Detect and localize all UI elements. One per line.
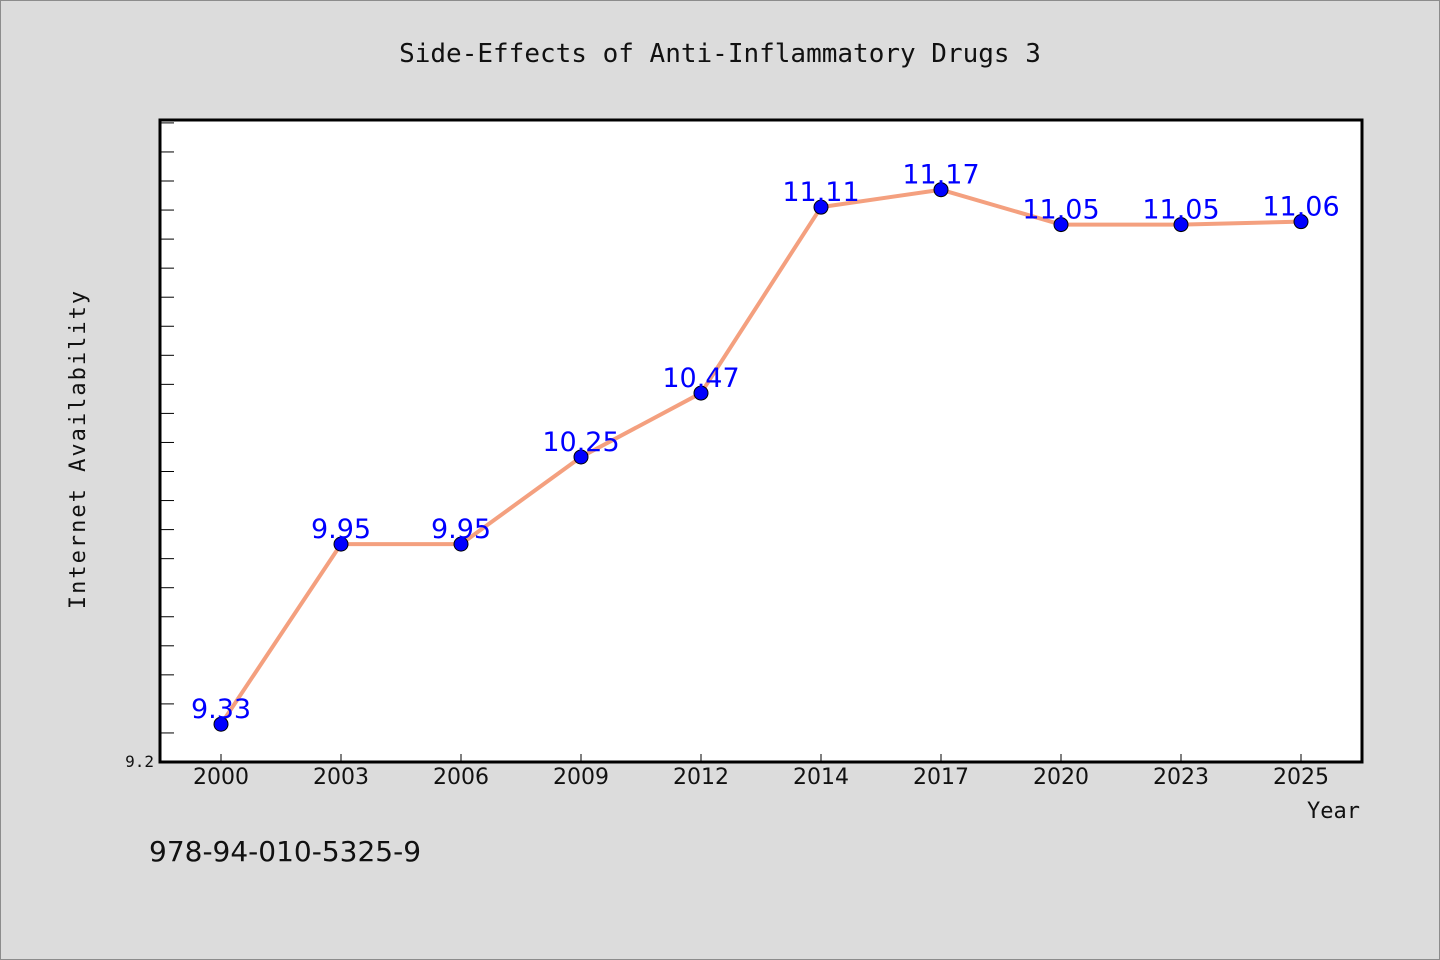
data-point — [933, 182, 949, 198]
data-label: 11.06 — [1262, 192, 1339, 223]
x-tick-label: 2020 — [1033, 765, 1089, 790]
isbn-footer: 978-94-010-5325-9 — [149, 835, 422, 868]
chart-title: Side-Effects of Anti-Inflammatory Drugs … — [399, 39, 1041, 69]
data-label: 11.17 — [902, 160, 979, 191]
data-label: 11.05 — [1142, 195, 1219, 226]
x-tick-label: 2009 — [553, 765, 609, 790]
data-label: 9.95 — [311, 514, 371, 545]
y-axis-ticks: 9.2 — [125, 122, 174, 771]
data-label: 10.25 — [542, 427, 619, 458]
data-point — [213, 716, 229, 732]
x-tick-label: 2017 — [913, 765, 969, 790]
x-axis-label: Year — [1307, 799, 1360, 824]
data-label: 11.05 — [1022, 195, 1099, 226]
data-point — [453, 536, 469, 552]
x-tick-label: 2014 — [793, 765, 849, 790]
x-tick-label: 2006 — [433, 765, 489, 790]
y-axis-label: Internet Availability — [66, 289, 91, 609]
data-label: 11.11 — [782, 177, 859, 208]
x-tick-label: 2023 — [1153, 765, 1209, 790]
x-tick-label: 2000 — [193, 765, 249, 790]
data-label: 9.95 — [431, 514, 491, 545]
data-label: 9.33 — [191, 694, 251, 725]
series-line — [219, 187, 1303, 727]
x-tick-label: 2025 — [1273, 765, 1329, 790]
data-point — [1293, 214, 1309, 230]
y-tick-label: 9.2 — [125, 752, 154, 771]
data-point — [1053, 217, 1069, 233]
series-layer: 9.33 9.95 9.95 10.25 10.47 11.11 11.17 11.05 11.… — [191, 160, 1340, 732]
data-label: 10.47 — [662, 363, 739, 394]
plot-area — [158, 118, 1364, 764]
data-point — [693, 385, 709, 401]
data-point — [573, 449, 589, 465]
data-point — [1173, 217, 1189, 233]
x-axis-ticks: 2000 2003 2006 2009 2012 2014 2017 2020 2023 2025 — [193, 754, 1329, 790]
x-tick-label: 2003 — [313, 765, 369, 790]
data-point — [813, 199, 829, 215]
x-tick-label: 2012 — [673, 765, 729, 790]
data-point — [333, 536, 349, 552]
